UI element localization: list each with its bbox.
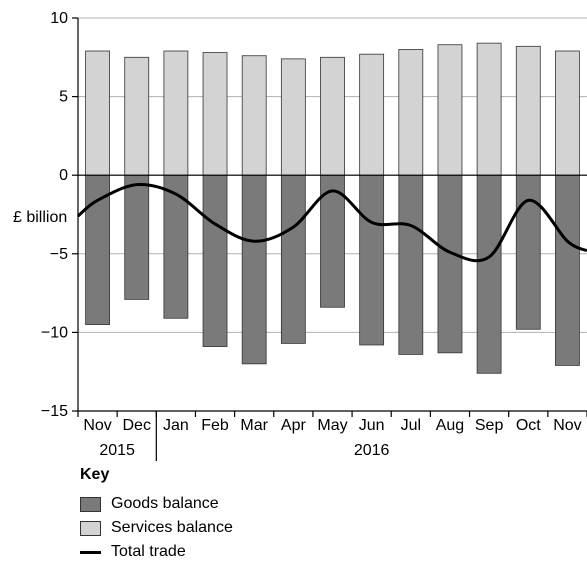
legend-label-services: Services balance xyxy=(111,519,233,536)
goods-bar xyxy=(476,174,502,374)
y-tick-label: 5 xyxy=(59,89,68,106)
services-bar xyxy=(398,49,424,176)
x-tick-label: Jan xyxy=(163,417,189,434)
x-tick-label: Jun xyxy=(359,417,385,434)
services-bar xyxy=(359,53,385,176)
x-tick-label: Dec xyxy=(123,417,151,434)
y-tick-label: −15 xyxy=(41,403,68,420)
y-tick-label: 10 xyxy=(50,10,68,27)
x-tick-label: Aug xyxy=(436,417,464,434)
total-trade-path xyxy=(77,182,587,263)
year-labels: 2015 2016 xyxy=(99,411,390,461)
total-trade-swatch xyxy=(80,550,101,554)
year-label: 2016 xyxy=(354,442,390,459)
x-tick-label: Nov xyxy=(553,417,581,434)
trade-balance-chart: 10 5 0 −5 −10 −15 Nov Dec Jan Feb Mar Apr May Jun Jul… xyxy=(13,10,587,461)
bars xyxy=(85,42,580,374)
year-label: 2015 xyxy=(99,442,135,459)
services-swatch xyxy=(80,520,101,536)
goods-bar xyxy=(163,174,189,319)
goods-swatch xyxy=(80,496,101,512)
services-bar xyxy=(555,50,580,176)
goods-bar xyxy=(202,174,228,347)
services-bar xyxy=(280,58,306,176)
y-axis-label: £ billion xyxy=(13,209,67,226)
services-bar xyxy=(476,42,502,176)
y-tick-label: −10 xyxy=(41,324,68,341)
goods-bar xyxy=(85,174,110,325)
x-tick-label: May xyxy=(317,417,347,434)
services-bar xyxy=(515,45,541,176)
y-ticks: 10 5 0 −5 −10 −15 xyxy=(41,10,78,420)
x-tick-label: Mar xyxy=(240,417,268,434)
goods-bar xyxy=(437,174,463,354)
legend-item-services: Services balance xyxy=(80,516,233,540)
legend-label-goods: Goods balance xyxy=(111,495,219,512)
services-bar xyxy=(202,52,228,176)
goods-bar xyxy=(124,174,150,300)
legend-title: Key xyxy=(80,466,110,483)
y-tick-label: 0 xyxy=(59,167,68,184)
services-bar xyxy=(437,44,463,176)
legend-label-total: Total trade xyxy=(111,543,186,560)
y-tick-label: −5 xyxy=(50,246,68,263)
services-bar xyxy=(163,50,189,176)
x-tick-label: Sep xyxy=(475,417,504,434)
x-ticks: Nov Dec Jan Feb Mar Apr May Jun Jul Aug Sep Oct Nov xyxy=(77,411,587,434)
x-tick-label: Feb xyxy=(201,417,229,434)
services-bar xyxy=(241,55,267,176)
services-bar xyxy=(85,50,110,176)
legend-item-total: Total trade xyxy=(80,540,233,564)
legend: Key Goods balance Services balance Total… xyxy=(80,466,233,564)
legend-item-goods: Goods balance xyxy=(80,492,233,516)
total-trade-line xyxy=(77,182,587,263)
goods-bar xyxy=(515,174,541,330)
goods-bar xyxy=(555,174,580,366)
goods-bar xyxy=(359,174,385,346)
goods-bar xyxy=(241,174,267,365)
x-tick-label: Oct xyxy=(516,417,541,434)
services-bar xyxy=(124,56,150,176)
x-tick-label: Jul xyxy=(401,417,421,434)
services-bar xyxy=(320,56,345,176)
goods-bar xyxy=(280,174,306,344)
goods-bar xyxy=(320,174,345,308)
x-tick-label: Nov xyxy=(83,417,111,434)
goods-bar xyxy=(398,174,424,355)
x-tick-label: Apr xyxy=(281,417,307,434)
